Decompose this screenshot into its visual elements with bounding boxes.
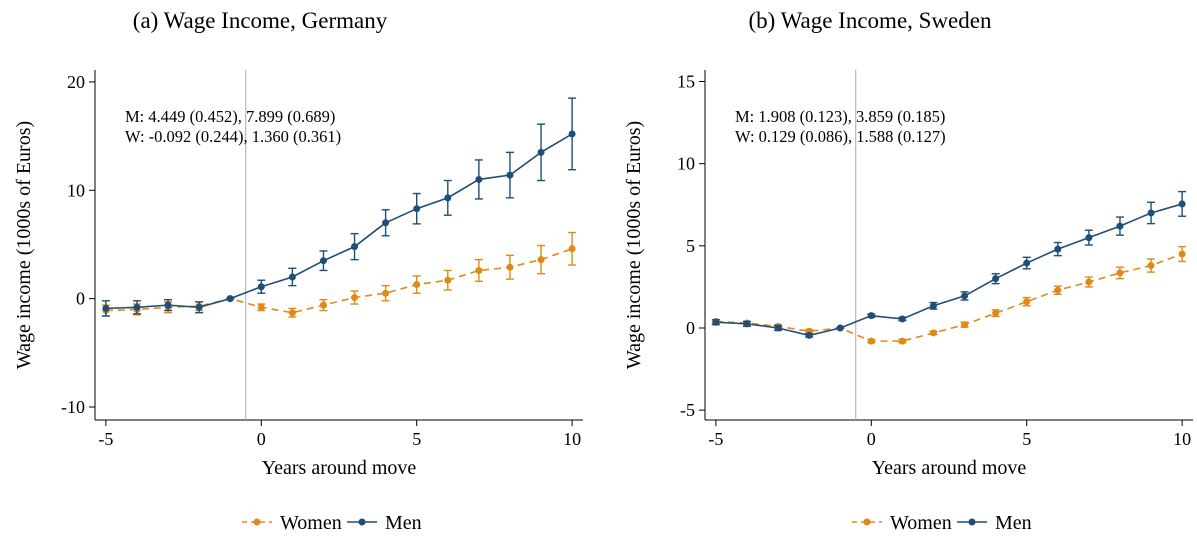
point xyxy=(288,273,296,281)
x-tick-label: 10 xyxy=(1173,429,1191,449)
point xyxy=(195,303,203,311)
point xyxy=(1116,222,1124,230)
y-tick-label: 5 xyxy=(686,236,695,256)
point xyxy=(257,303,265,311)
annotation: W: -0.092 (0.244), 1.360 (0.361) xyxy=(125,127,341,146)
point xyxy=(164,301,172,309)
point xyxy=(382,289,390,297)
chart-title: (a) Wage Income, Germany xyxy=(133,8,388,33)
x-tick-label: 5 xyxy=(412,429,421,449)
series-line xyxy=(715,203,1183,337)
point xyxy=(1085,278,1093,286)
point xyxy=(226,295,234,303)
point xyxy=(992,309,1000,317)
legend-marker xyxy=(863,518,871,526)
annotation: M: 1.908 (0.123), 3.859 (0.185) xyxy=(735,107,945,126)
point xyxy=(712,318,720,326)
series-line xyxy=(105,248,573,314)
point xyxy=(537,256,545,264)
point xyxy=(413,281,421,289)
point xyxy=(1085,234,1093,242)
legend-marker xyxy=(358,518,366,526)
point xyxy=(568,130,576,138)
chart-title: (b) Wage Income, Sweden xyxy=(749,8,992,33)
point xyxy=(475,175,483,183)
legend-label: Women xyxy=(280,512,342,534)
point xyxy=(102,304,110,312)
x-tick-label: 10 xyxy=(563,429,581,449)
point xyxy=(506,263,514,271)
annotation: M: 4.449 (0.452), 7.899 (0.689) xyxy=(125,107,335,126)
point xyxy=(351,243,359,251)
y-tick-label: 0 xyxy=(76,289,85,309)
y-axis-label: Wage income (1000s of Euros) xyxy=(13,121,35,369)
point xyxy=(351,294,359,302)
point xyxy=(537,148,545,156)
y-tick-label: -10 xyxy=(61,397,85,417)
point xyxy=(774,324,782,332)
series-line xyxy=(105,133,573,310)
point xyxy=(319,301,327,309)
point xyxy=(319,257,327,265)
x-tick-label: 0 xyxy=(257,429,266,449)
series-line xyxy=(715,253,1183,342)
point xyxy=(743,320,751,328)
x-tick-label: -5 xyxy=(98,429,113,449)
y-tick-label: 10 xyxy=(677,154,695,174)
point xyxy=(568,245,576,253)
point xyxy=(382,219,390,227)
point xyxy=(506,171,514,179)
legend-marker xyxy=(968,518,976,526)
point xyxy=(444,194,452,202)
point xyxy=(413,205,421,213)
point xyxy=(1116,269,1124,277)
point xyxy=(1023,298,1031,306)
point xyxy=(1147,209,1155,217)
point xyxy=(867,337,875,345)
point xyxy=(1147,262,1155,270)
point xyxy=(1178,200,1186,208)
point xyxy=(929,329,937,337)
annotation: W: 0.129 (0.086), 1.588 (0.127) xyxy=(735,127,946,146)
y-tick-label: 20 xyxy=(67,72,85,92)
point xyxy=(961,292,969,300)
y-axis-label: Wage income (1000s of Euros) xyxy=(623,121,645,369)
point xyxy=(133,303,141,311)
point xyxy=(961,321,969,329)
y-tick-label: -5 xyxy=(680,400,695,420)
x-axis-label: Years around move xyxy=(262,457,417,479)
x-tick-label: -5 xyxy=(708,429,723,449)
point xyxy=(288,309,296,317)
point xyxy=(867,312,875,320)
x-axis-label: Years around move xyxy=(872,457,1027,479)
point xyxy=(1054,286,1062,294)
x-tick-label: 0 xyxy=(867,429,876,449)
point xyxy=(836,324,844,332)
legend-label: Women xyxy=(890,512,952,534)
y-tick-label: 15 xyxy=(677,72,695,92)
point xyxy=(1178,250,1186,258)
point xyxy=(898,315,906,323)
point xyxy=(992,275,1000,283)
legend-label: Men xyxy=(995,512,1032,534)
y-tick-label: 10 xyxy=(67,180,85,200)
legend-marker xyxy=(253,518,261,526)
point xyxy=(805,331,813,339)
y-tick-label: 0 xyxy=(686,318,695,338)
point xyxy=(257,283,265,291)
x-tick-label: 5 xyxy=(1022,429,1031,449)
point xyxy=(444,276,452,284)
point xyxy=(1054,245,1062,253)
point xyxy=(898,337,906,345)
point xyxy=(929,302,937,310)
legend-label: Men xyxy=(385,512,422,534)
point xyxy=(1023,259,1031,267)
point xyxy=(475,266,483,274)
